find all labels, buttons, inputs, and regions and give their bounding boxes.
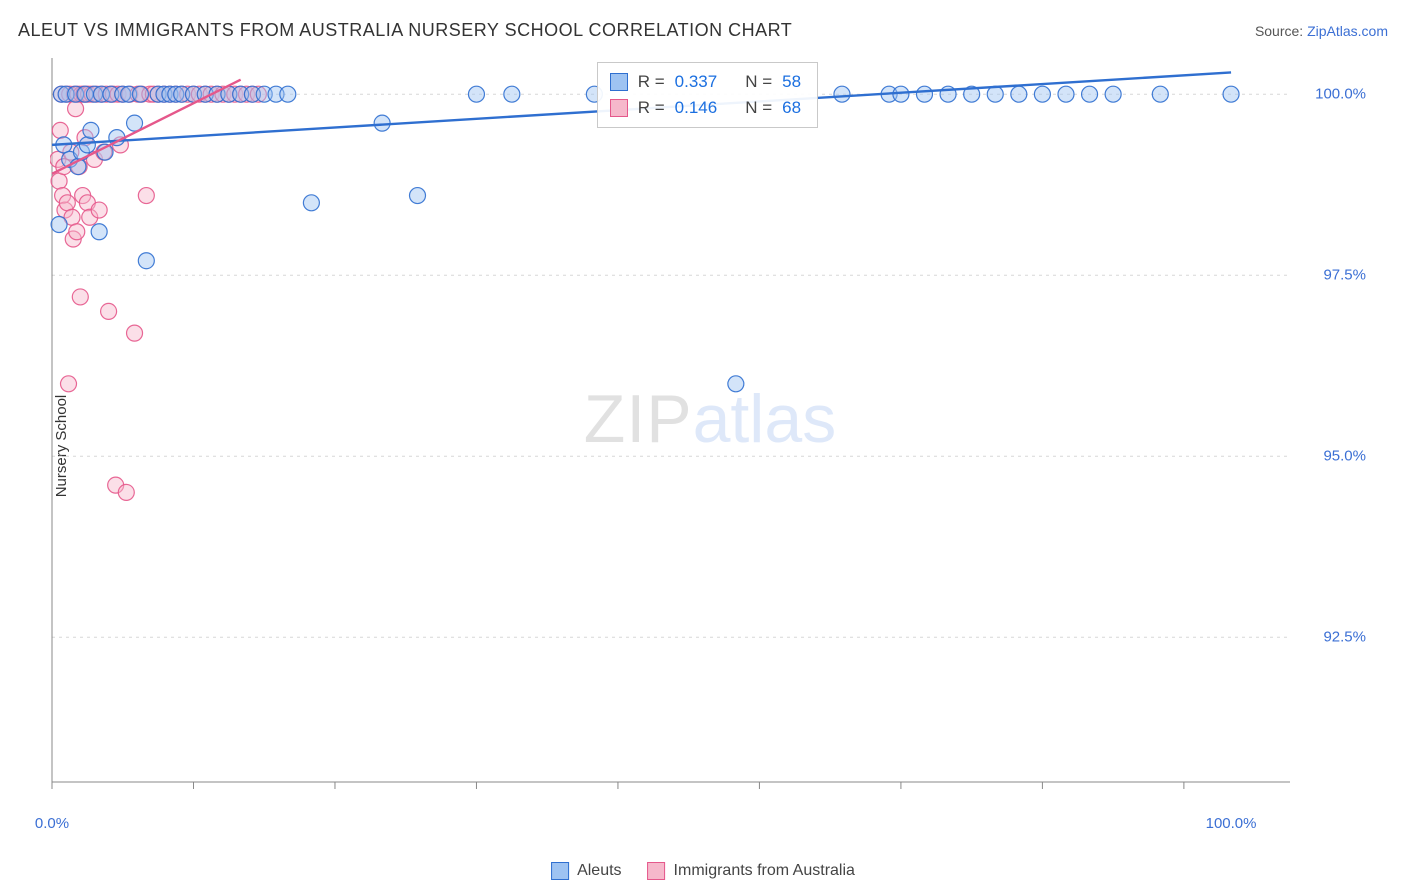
series-legend: Aleuts Immigrants from Australia: [551, 862, 855, 880]
y-tick-label: 92.5%: [1323, 629, 1366, 646]
scatter-plot-svg: [50, 56, 1370, 812]
chart-area: ZIPatlas 92.5%95.0%97.5%100.0% 0.0%100.0…: [50, 56, 1370, 812]
legend-item-immigrants: Immigrants from Australia: [648, 862, 855, 880]
n-value-aleuts: 58: [782, 69, 801, 95]
source-link[interactable]: ZipAtlas.com: [1307, 23, 1388, 39]
stats-row-immigrants: R = 0.146 N = 68: [610, 95, 801, 121]
square-icon: [610, 99, 628, 117]
r-label: R =: [638, 69, 665, 95]
y-tick-label: 100.0%: [1315, 86, 1366, 103]
r-value-aleuts: 0.337: [675, 69, 718, 95]
r-value-immigrants: 0.146: [675, 95, 718, 121]
source-label: Source:: [1255, 23, 1307, 39]
n-value-immigrants: 68: [782, 95, 801, 121]
r-label: R =: [638, 95, 665, 121]
legend-label: Aleuts: [577, 862, 621, 880]
legend-label: Immigrants from Australia: [674, 862, 855, 880]
stats-row-aleuts: R = 0.337 N = 58: [610, 69, 801, 95]
n-label: N =: [745, 95, 772, 121]
correlation-stats-box: R = 0.337 N = 58 R = 0.146 N = 68: [597, 62, 818, 128]
x-tick-label: 0.0%: [35, 815, 69, 832]
source-attribution: Source: ZipAtlas.com: [1255, 23, 1388, 39]
y-tick-label: 97.5%: [1323, 267, 1366, 284]
n-label: N =: [745, 69, 772, 95]
y-tick-label: 95.0%: [1323, 448, 1366, 465]
legend-item-aleuts: Aleuts: [551, 862, 621, 880]
chart-title: ALEUT VS IMMIGRANTS FROM AUSTRALIA NURSE…: [18, 20, 792, 41]
x-tick-label: 100.0%: [1206, 815, 1257, 832]
square-icon: [610, 73, 628, 91]
square-icon: [648, 862, 666, 880]
square-icon: [551, 862, 569, 880]
